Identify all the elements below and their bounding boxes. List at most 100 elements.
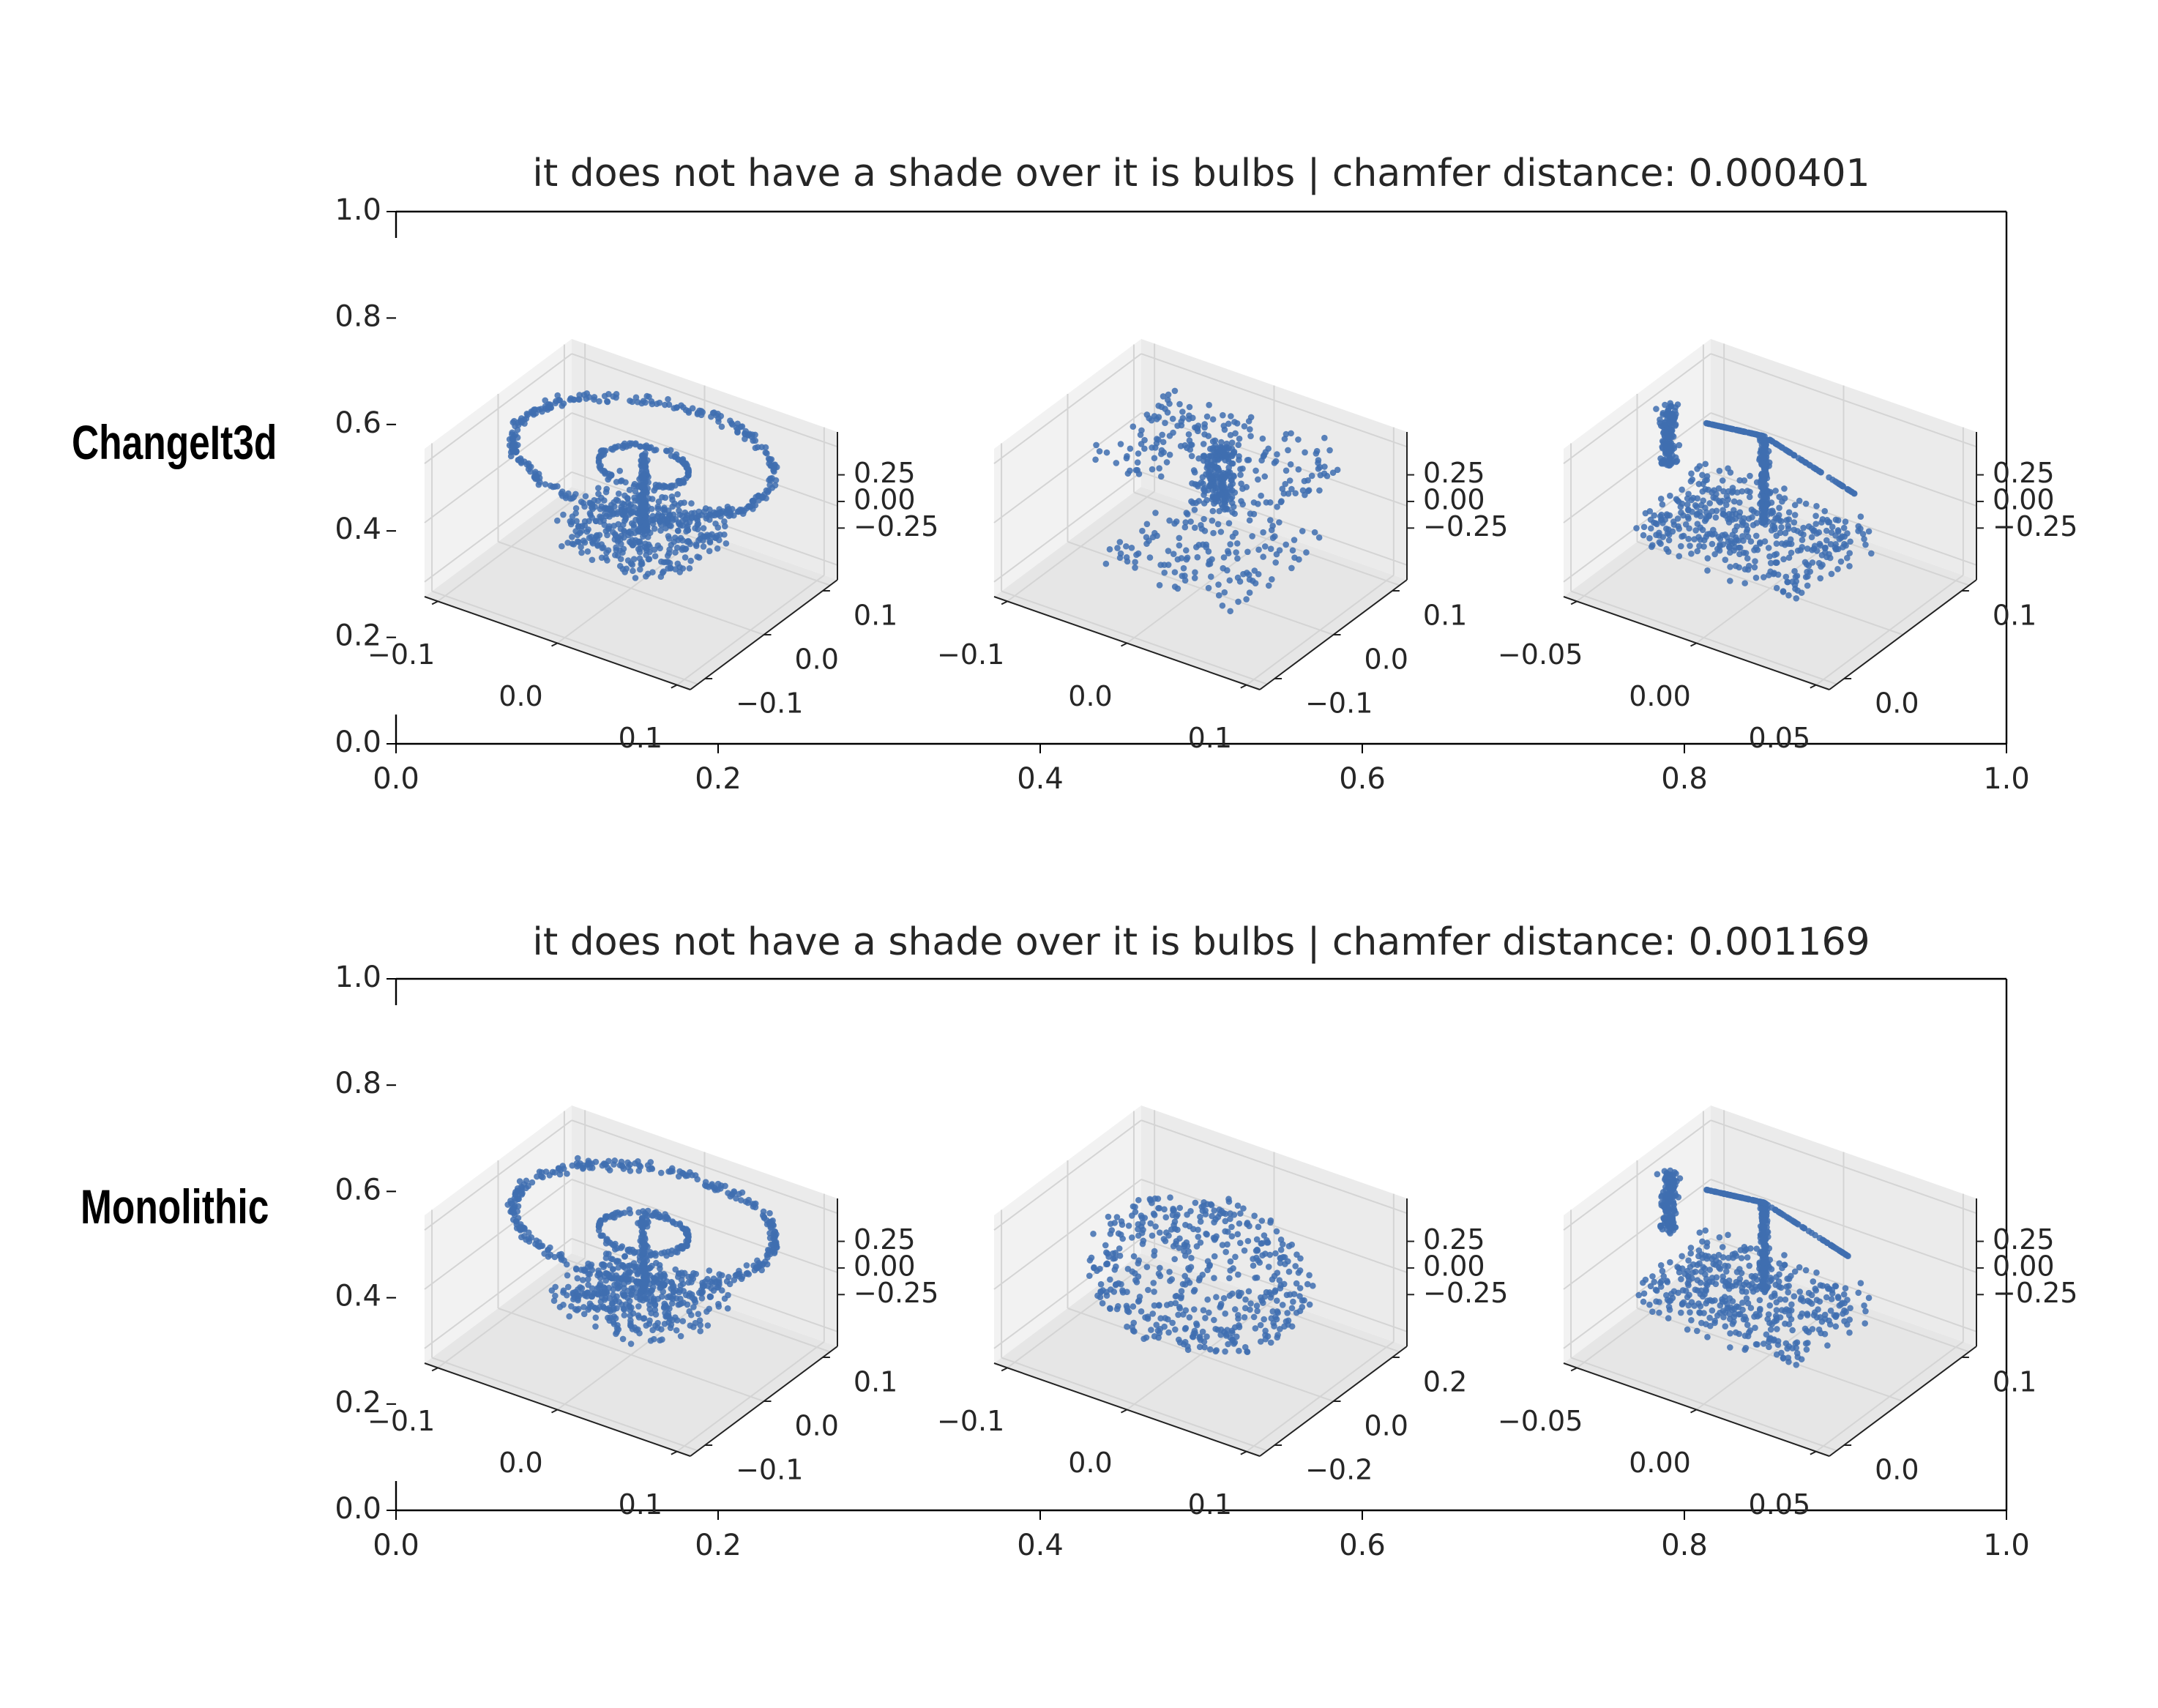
data-point [1138,1212,1145,1219]
data-point [1761,538,1769,545]
data-point [745,1196,753,1204]
data-point [523,461,531,468]
data-point [1730,1319,1737,1325]
data-point [649,400,656,408]
data-point [602,510,608,517]
data-point [600,1284,608,1291]
data-point [1720,1278,1727,1284]
data-point [617,556,624,562]
data-point [1139,527,1146,534]
grid-line [1246,1340,1395,1452]
data-point [1793,1349,1801,1357]
grid-line [424,1119,572,1231]
data-point [1669,1193,1676,1200]
data-point [1761,449,1769,455]
data-point [614,1321,621,1329]
subplot-3d: −0.050.000.050.00.1−0.250.000.25 [1498,1105,2077,1521]
data-point [641,1275,647,1283]
data-point [1232,430,1239,437]
data-point [1651,1278,1658,1286]
data-point [1789,1327,1796,1334]
data-point [1141,445,1148,452]
data-point [1857,1280,1864,1286]
data-point [1285,1242,1293,1250]
data-point [1157,1264,1163,1272]
data-point [722,523,728,530]
data-point [1239,501,1246,508]
data-point [687,1168,693,1176]
data-point [1086,1257,1094,1264]
data-point [626,1297,633,1305]
data-point [1841,1318,1848,1324]
data-point [1805,1228,1812,1234]
data-point [621,1280,628,1287]
data-point [1659,1202,1667,1209]
data-point [1772,1207,1780,1214]
data-point [1842,1308,1849,1316]
data-point [1799,1310,1806,1317]
data-point [1793,1339,1801,1346]
data-point [552,1292,559,1299]
grid-line [1703,1258,1970,1353]
data-point [1261,1232,1268,1239]
data-point [1722,1262,1728,1269]
data-point [1231,1340,1237,1347]
data-point [1244,548,1251,556]
x3d-tick-label: 0.0 [1068,680,1112,712]
data-point [1823,1294,1830,1301]
data-point [1777,1284,1785,1291]
data-point [1211,1253,1218,1260]
data-point [632,488,639,495]
data-point [1176,542,1183,549]
data-point [1130,423,1137,430]
y3d-tick-label: 0.0 [1364,644,1408,676]
y3d-tick-label: −0.2 [1305,1454,1373,1486]
data-point [1739,1299,1746,1306]
data-point [1745,562,1752,570]
data-point [1199,1207,1206,1215]
x3d-tick [1570,600,1578,605]
data-point [1255,570,1262,578]
data-point [636,518,643,526]
data-point [611,1281,618,1289]
data-point [1274,1332,1281,1338]
data-point [1222,1248,1229,1256]
data-point [642,399,649,406]
data-point [1763,1331,1770,1338]
data-point [516,1226,523,1232]
data-point [1709,540,1716,548]
data-point [1773,532,1780,540]
data-point [1692,527,1699,534]
data-point [637,493,644,500]
data-point [589,556,596,564]
data-point [648,1291,654,1299]
data-point [1808,1291,1815,1299]
data-point [610,1291,616,1298]
data-point [554,482,561,490]
data-point [1165,391,1172,398]
data-point [1252,1325,1259,1332]
data-point [1225,1196,1232,1203]
data-point [646,556,653,563]
data-point [1741,477,1748,484]
data-point [1703,1321,1709,1327]
data-point [1276,1277,1283,1284]
data-point [1158,447,1165,454]
data-point [636,538,643,545]
data-point [1752,1272,1759,1280]
data-point [583,529,591,535]
data-point [1741,1313,1748,1321]
subplot-3d: −0.10.00.1−0.10.00.1−0.250.000.25 [937,339,1508,754]
data-point [637,1237,644,1245]
data-point [1258,1239,1266,1247]
data-point [1201,1343,1208,1351]
data-point [1736,1330,1742,1338]
data-point [1700,543,1707,550]
data-point [1773,1299,1780,1306]
data-point [1296,1293,1303,1299]
data-point [1781,485,1788,492]
data-point [1147,1220,1154,1227]
data-point [1181,1338,1189,1346]
data-point [697,1321,704,1329]
data-point [1697,524,1704,531]
